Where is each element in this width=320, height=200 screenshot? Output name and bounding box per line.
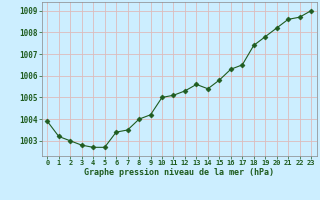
X-axis label: Graphe pression niveau de la mer (hPa): Graphe pression niveau de la mer (hPa) (84, 168, 274, 177)
